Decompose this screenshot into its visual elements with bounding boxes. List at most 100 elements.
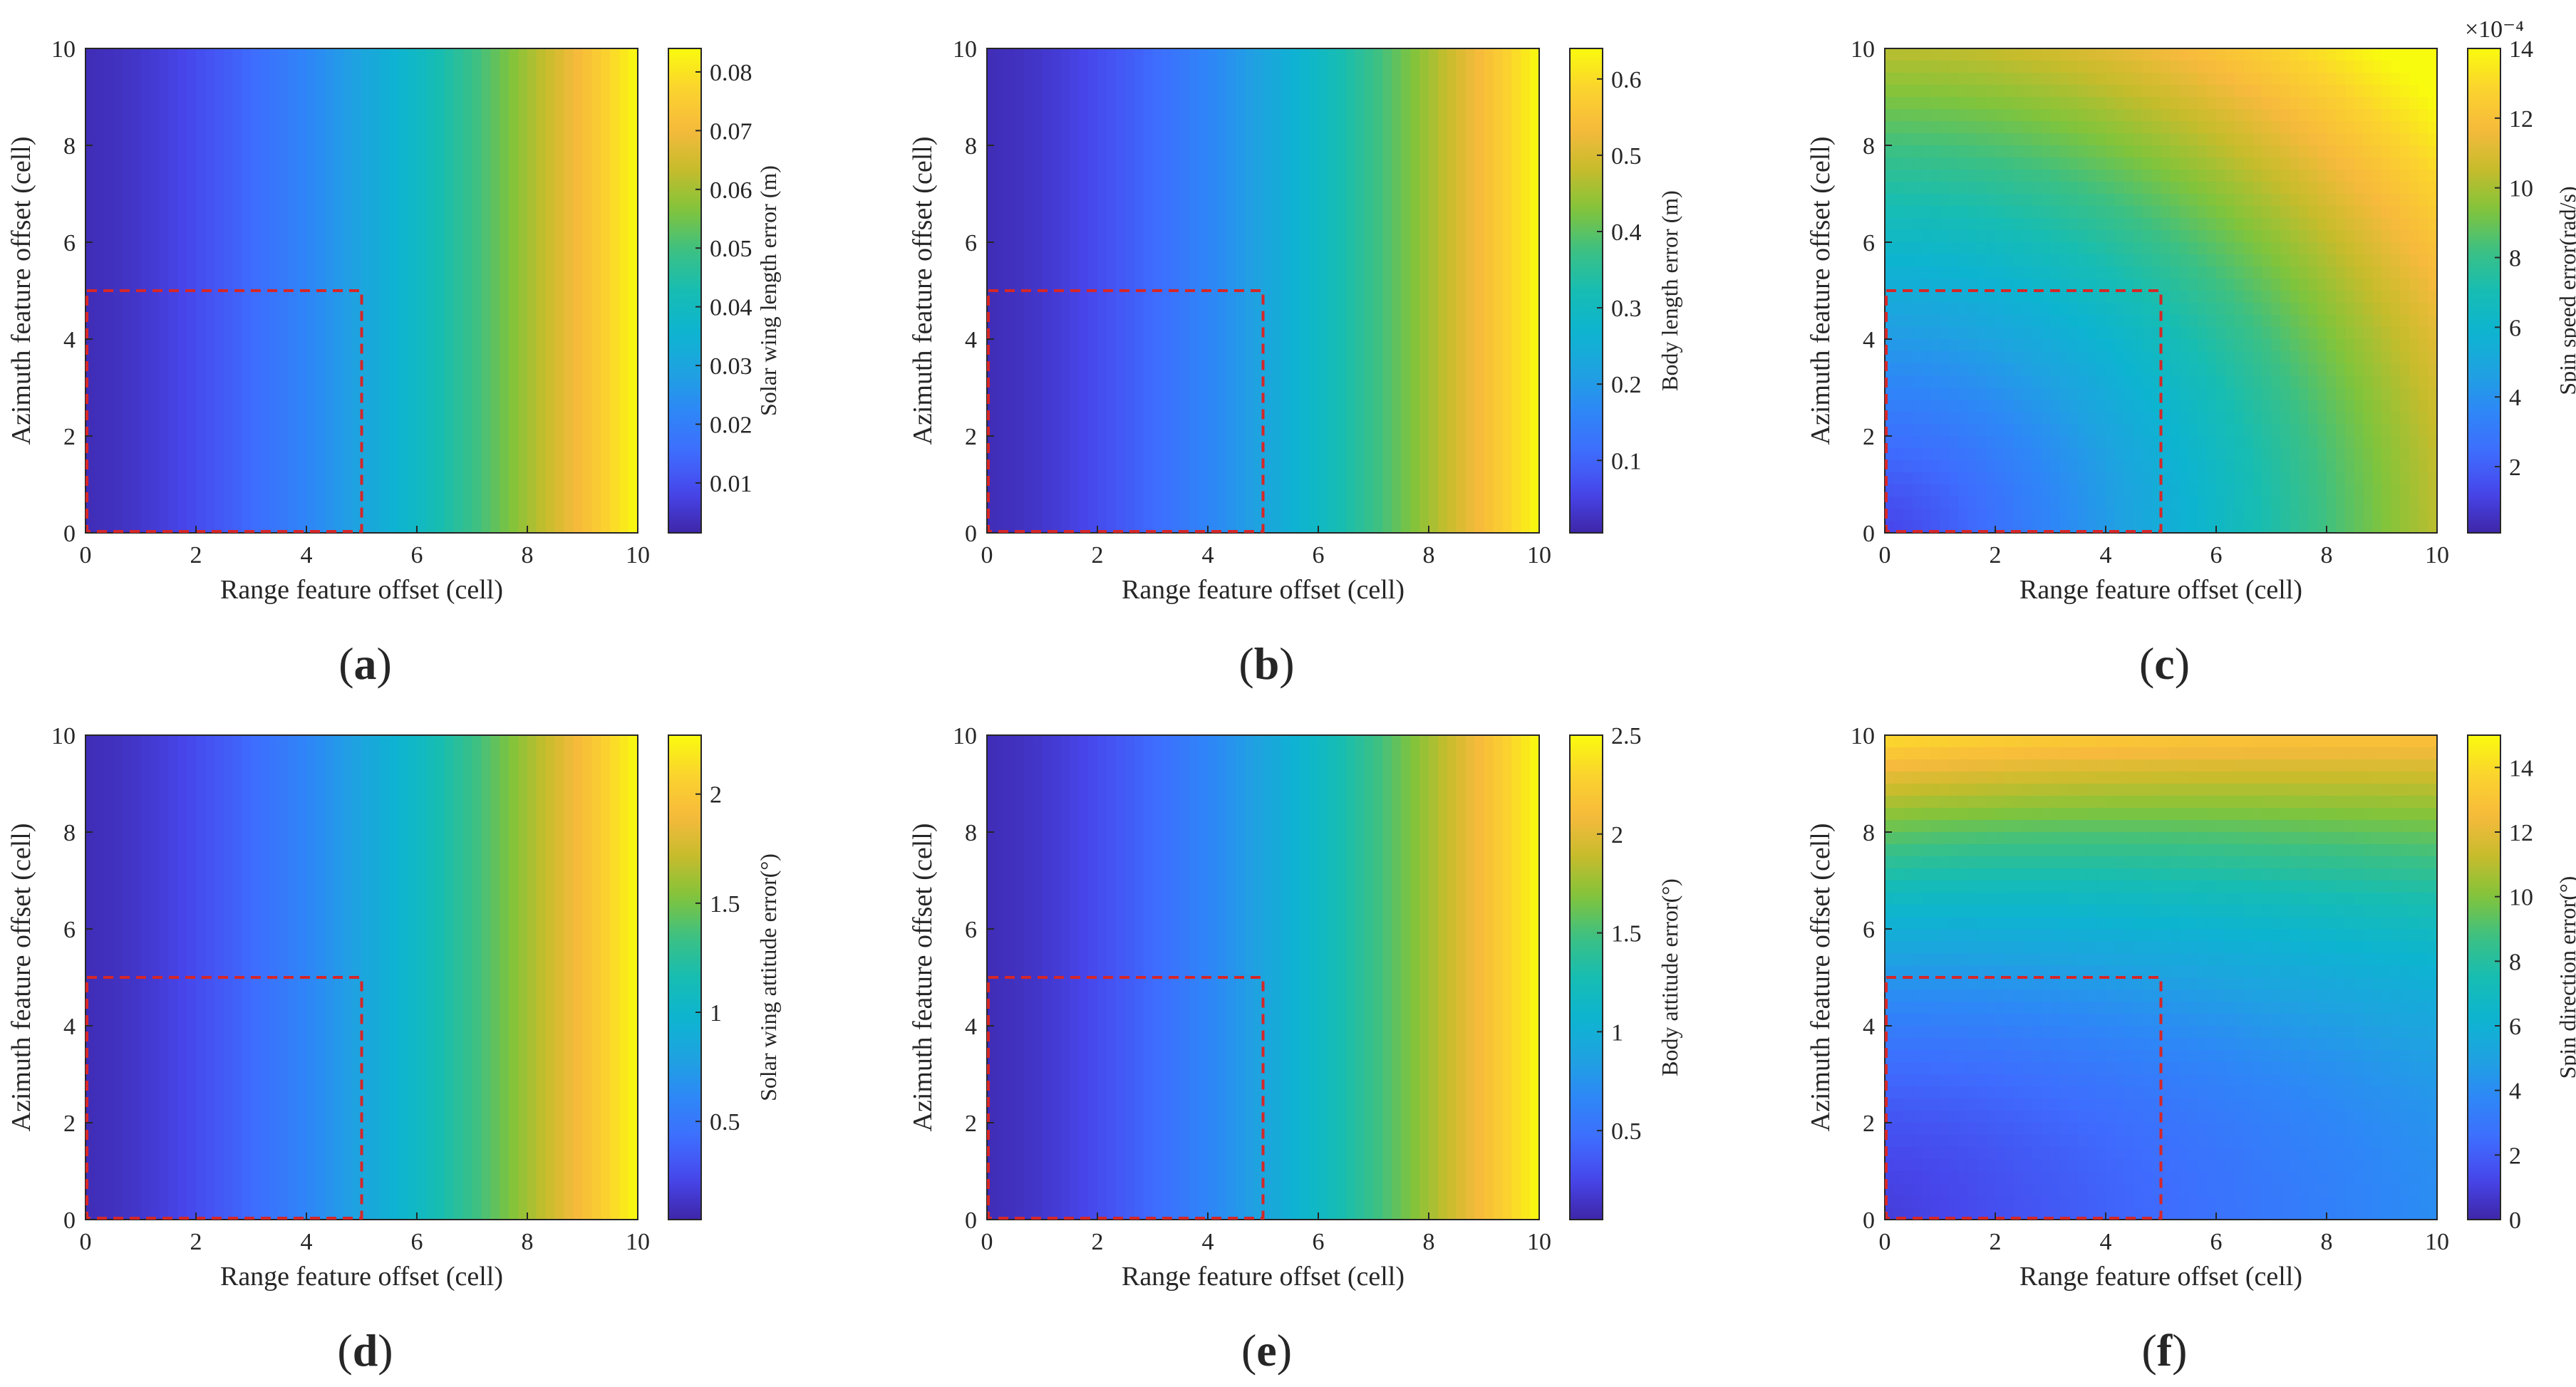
heatmap-cell xyxy=(113,412,123,425)
heatmap-cell xyxy=(352,121,363,134)
heatmap-cell xyxy=(1263,182,1273,194)
heatmap-cell xyxy=(242,436,252,449)
heatmap-cell xyxy=(159,157,169,170)
heatmap-cell xyxy=(1005,97,1015,110)
heatmap-cell xyxy=(1401,61,1411,73)
heatmap-cell xyxy=(601,145,611,158)
heatmap-cell xyxy=(1097,121,1107,134)
heatmap-cell xyxy=(187,388,197,400)
heatmap-cell xyxy=(324,230,335,243)
heatmap-cell xyxy=(1115,339,1126,352)
heatmap-cell xyxy=(1419,279,1429,291)
heatmap-cell xyxy=(509,327,519,340)
heatmap-cell xyxy=(269,436,279,449)
heatmap-cell xyxy=(333,472,344,485)
heatmap-cell xyxy=(260,61,270,73)
heatmap-cell xyxy=(343,157,353,170)
heatmap-cell xyxy=(1272,145,1282,158)
heatmap-cell xyxy=(1511,339,1521,352)
heatmap-cell xyxy=(315,303,326,316)
heatmap-cell xyxy=(1199,218,1209,231)
heatmap-cell xyxy=(1309,218,1319,231)
y-tick-label: 10 xyxy=(953,36,977,63)
heatmap-cell xyxy=(2188,61,2198,73)
heatmap-cell xyxy=(545,303,556,316)
heatmap-cell xyxy=(1336,145,1347,158)
heatmap-cell xyxy=(1106,436,1117,449)
heatmap-cell xyxy=(1429,363,1439,376)
heatmap-cell xyxy=(140,121,151,134)
heatmap-cell xyxy=(389,206,399,219)
heatmap-cell xyxy=(1447,291,1457,303)
heatmap-cell xyxy=(1143,497,1154,509)
heatmap-cell xyxy=(122,436,133,449)
heatmap-cell xyxy=(582,48,593,61)
heatmap-cell xyxy=(205,484,215,497)
heatmap-cell xyxy=(1474,121,1485,134)
heatmap-cell xyxy=(1355,85,1365,98)
heatmap-cell xyxy=(1474,97,1485,110)
heatmap-cell xyxy=(408,436,418,449)
heatmap-cell xyxy=(324,133,335,146)
heatmap-cell xyxy=(168,303,178,316)
heatmap-cell xyxy=(1208,206,1218,219)
heatmap-cell xyxy=(1208,400,1218,412)
heatmap-cell xyxy=(629,436,638,449)
heatmap-cell xyxy=(509,472,519,485)
heatmap-cell xyxy=(279,97,289,110)
heatmap-cell xyxy=(1180,73,1190,85)
heatmap-cell xyxy=(1070,412,1080,425)
heatmap-cell xyxy=(1401,218,1411,231)
heatmap-cell xyxy=(1253,194,1264,207)
heatmap-cell xyxy=(251,206,262,219)
heatmap-cell xyxy=(1967,61,1977,73)
heatmap-cell xyxy=(1429,73,1439,85)
heatmap-cell xyxy=(1042,315,1052,328)
heatmap-cell xyxy=(214,73,224,85)
heatmap-cell xyxy=(1014,266,1025,279)
heatmap-cell xyxy=(1115,48,1126,61)
heatmap-cell xyxy=(995,327,1006,340)
heatmap-cell xyxy=(987,230,997,243)
heatmap-cell xyxy=(435,448,445,461)
heatmap-cell xyxy=(987,170,997,182)
heatmap-cell xyxy=(1152,133,1163,146)
heatmap-cell xyxy=(1115,424,1126,437)
heatmap-cell xyxy=(1042,48,1052,61)
heatmap-cell xyxy=(113,254,123,267)
heatmap-cell xyxy=(1300,121,1310,134)
heatmap-cell xyxy=(1410,157,1420,170)
heatmap-cell xyxy=(232,315,243,328)
heatmap-cell xyxy=(131,484,142,497)
heatmap-cell xyxy=(113,230,123,243)
heatmap-cell xyxy=(333,109,344,122)
heatmap-cell xyxy=(1429,194,1439,207)
heatmap-cell xyxy=(1355,436,1365,449)
heatmap-cell xyxy=(1189,170,1199,182)
heatmap-cell xyxy=(1447,472,1457,485)
heatmap-cell xyxy=(1465,279,1476,291)
x-tick-label: 4 xyxy=(301,542,313,568)
heatmap-cell xyxy=(1336,133,1347,146)
heatmap-cell xyxy=(398,351,408,364)
heatmap-cell xyxy=(177,484,187,497)
heatmap-cell xyxy=(324,400,335,412)
heatmap-cell xyxy=(1226,170,1236,182)
heatmap-cell xyxy=(1042,61,1052,73)
heatmap-cell xyxy=(1106,448,1117,461)
heatmap-cell xyxy=(1986,48,1996,61)
heatmap-cell xyxy=(1373,388,1384,400)
heatmap-cell xyxy=(122,133,133,146)
heatmap-cell xyxy=(425,266,436,279)
heatmap-cell xyxy=(389,484,399,497)
heatmap-cell xyxy=(1042,279,1052,291)
heatmap-cell xyxy=(1171,254,1181,267)
heatmap-cell xyxy=(1208,133,1218,146)
heatmap-cell xyxy=(1005,448,1015,461)
heatmap-cell xyxy=(435,133,445,146)
heatmap-cell xyxy=(1263,73,1273,85)
heatmap-cell xyxy=(1521,157,1531,170)
heatmap-cell xyxy=(500,170,509,182)
heatmap-cell xyxy=(177,291,187,303)
heatmap-cell xyxy=(1345,315,1356,328)
